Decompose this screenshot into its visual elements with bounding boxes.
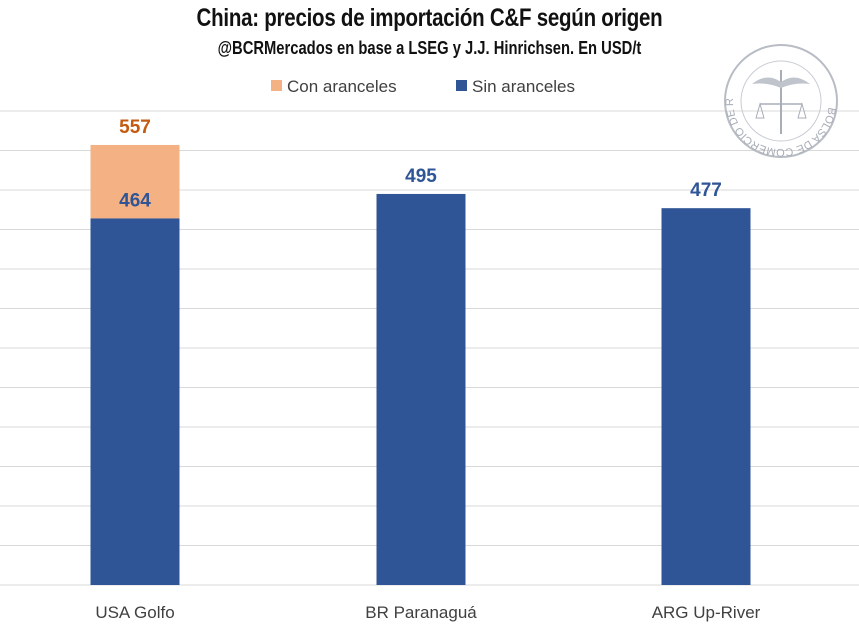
legend-label: Con aranceles	[287, 77, 397, 96]
chart-title: China: precios de importación C&F según …	[196, 4, 663, 32]
x-tick-label: ARG Up-River	[652, 603, 761, 622]
bar-con-aranceles	[90, 144, 180, 219]
data-label-sin-aranceles: 477	[690, 180, 722, 201]
bar-sin-aranceles	[661, 208, 751, 586]
x-tick-label: USA Golfo	[95, 603, 174, 622]
legend-swatch	[271, 80, 282, 91]
data-label-sin-aranceles: 464	[119, 190, 151, 211]
bar-sin-aranceles	[90, 218, 180, 585]
legend-swatch	[456, 80, 467, 91]
legend-label: Sin aranceles	[472, 77, 575, 96]
data-label-con-aranceles: 557	[119, 117, 151, 138]
data-label-sin-aranceles: 495	[405, 166, 437, 187]
chart-subtitle: @BCRMercados en base a LSEG y J.J. Hinri…	[217, 38, 642, 58]
bar-sin-aranceles	[376, 193, 466, 585]
bcr-logo: BOLSA DE COMERCIO DE ROSARIO	[722, 42, 838, 158]
x-tick-label: BR Paranaguá	[365, 603, 477, 622]
